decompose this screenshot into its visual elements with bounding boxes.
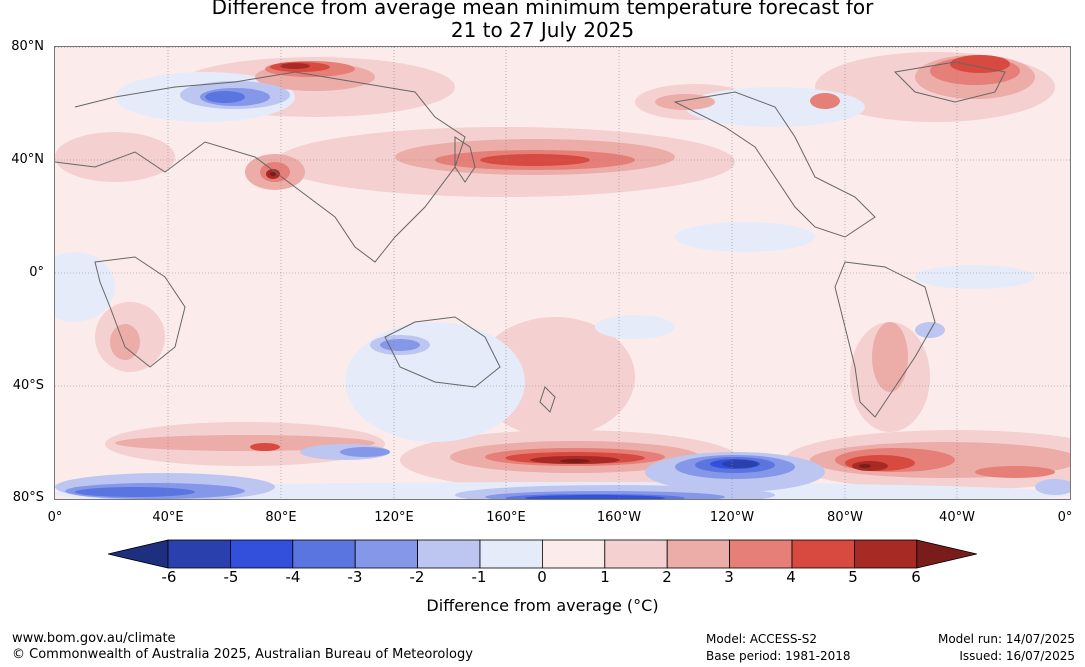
colorbar-tick-4: 4 <box>786 568 796 586</box>
lon-label-0-right: 0° <box>1057 510 1073 525</box>
colorbar-bin <box>292 539 356 569</box>
colorbar-tick-1: 1 <box>600 568 610 586</box>
map-title: Difference from average mean minimum tem… <box>0 0 1085 42</box>
lat-label-equator: 0° <box>29 265 44 280</box>
colorbar-tick-neg4: -4 <box>285 568 301 586</box>
footer-dates: Model run: 14/07/2025 Issued: 16/07/2025 <box>938 631 1075 665</box>
lon-label-40e: 40°E <box>152 510 184 525</box>
colorbar-tick-6: 6 <box>911 568 921 586</box>
lon-label-80w: 80°W <box>827 510 863 525</box>
colorbar-arrow-max <box>916 539 977 569</box>
colorbar-bin <box>479 539 543 569</box>
forecast-map-canvas <box>55 47 1070 499</box>
lat-label-40n: 40°N <box>11 152 44 167</box>
lon-label-160w: 160°W <box>596 510 642 525</box>
colorbar <box>107 539 978 573</box>
colorbar-tick-5: 5 <box>848 568 858 586</box>
lon-label-40w: 40°W <box>939 510 975 525</box>
copyright-text: © Commonwealth of Australia 2025, Austra… <box>12 647 473 662</box>
colorbar-bins <box>107 539 977 569</box>
lon-label-0-left: 0° <box>47 510 63 525</box>
colorbar-tick-0: 0 <box>537 568 547 586</box>
colorbar-bin <box>167 539 231 569</box>
lat-label-80n: 80°N <box>11 39 44 54</box>
model-name: Model: ACCESS-S2 <box>706 632 818 646</box>
colorbar-bin <box>354 539 418 569</box>
title-line-1: Difference from average mean minimum tem… <box>211 0 874 19</box>
colorbar-tick-neg1: -1 <box>471 568 487 586</box>
colorbar-bin <box>541 539 606 569</box>
colorbar-bin <box>666 539 731 569</box>
colorbar-arrow-min <box>107 539 169 569</box>
lon-label-80e: 80°E <box>265 510 297 525</box>
footer-left: www.bom.gov.au/climate © Commonwealth of… <box>12 631 473 663</box>
colorbar-bin <box>854 539 918 569</box>
colorbar-tick-neg2: -2 <box>409 568 425 586</box>
colorbar-bin <box>791 539 855 569</box>
colorbar-bin <box>417 539 481 569</box>
lon-label-160e: 160°E <box>486 510 526 525</box>
colorbar-label: Difference from average (°C) <box>426 596 659 615</box>
colorbar-tick-neg3: -3 <box>347 568 363 586</box>
title-line-2: 21 to 27 July 2025 <box>450 18 635 42</box>
forecast-map <box>54 46 1071 500</box>
colorbar-tick-2: 2 <box>662 568 672 586</box>
footer-model-info: Model: ACCESS-S2 Base period: 1981-2018 <box>706 631 851 665</box>
colorbar-tick-neg5: -5 <box>223 568 239 586</box>
issued-date: Issued: 16/07/2025 <box>959 649 1075 663</box>
colorbar-bin <box>230 539 294 569</box>
lat-label-80s: 80°S <box>12 490 44 505</box>
lon-label-120e: 120°E <box>374 510 414 525</box>
colorbar-tick-neg6: -6 <box>161 568 177 586</box>
colorbar-bin <box>729 539 793 569</box>
model-run-date: Model run: 14/07/2025 <box>937 632 1075 646</box>
colorbar-bin <box>604 539 668 569</box>
lon-label-120w: 120°W <box>709 510 755 525</box>
website-link[interactable]: www.bom.gov.au/climate <box>12 631 176 646</box>
colorbar-tick-3: 3 <box>724 568 734 586</box>
base-period: Base period: 1981-2018 <box>706 649 851 663</box>
lat-label-40s: 40°S <box>12 378 44 393</box>
